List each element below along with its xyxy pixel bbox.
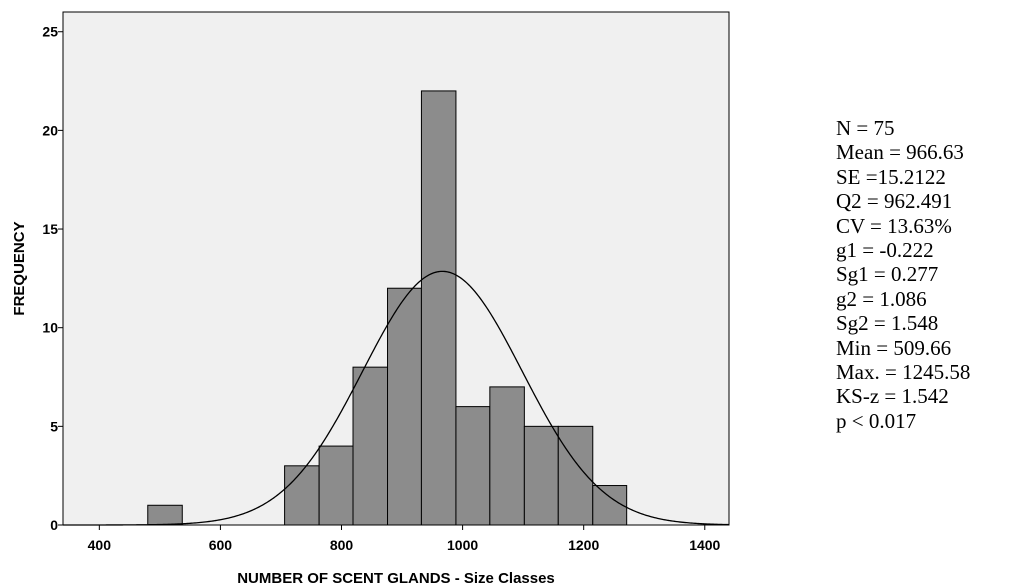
x-tick-label: 800 xyxy=(330,537,354,553)
histogram-bar xyxy=(592,485,628,526)
histogram-bar xyxy=(455,406,491,526)
x-tick-label: 1200 xyxy=(568,537,599,553)
histogram-bar xyxy=(147,504,183,526)
stat-p: p < 0.017 xyxy=(836,408,917,433)
stat-q2: Q2 = 962.491 xyxy=(836,189,953,214)
stat-n: N = 75 xyxy=(836,116,895,140)
stat-g1: g1 = -0.222 xyxy=(836,238,934,263)
y-tick-label: 5 xyxy=(50,418,58,434)
stat-g2: g2 = 1.086 xyxy=(836,286,927,311)
stat-se: SE =15.2122 xyxy=(836,164,946,189)
x-tick-label: 400 xyxy=(88,537,112,553)
plot-frame xyxy=(62,11,730,526)
histogram-bar xyxy=(387,287,422,526)
stat-sg2: Sg2 = 1.548 xyxy=(836,311,939,336)
stat-mean: Mean = 966.63 xyxy=(836,140,964,165)
y-tick-label: 10 xyxy=(42,320,58,336)
y-tick-label: 15 xyxy=(42,221,58,237)
x-tick-label: 1000 xyxy=(447,537,478,553)
histogram-bar xyxy=(318,445,354,526)
statistics-panel: N = 75 Mean = 966.63 SE =15.2122 Q2 = 96… xyxy=(836,116,970,433)
histogram-bar xyxy=(352,366,389,526)
stat-sg1: Sg1 = 0.277 xyxy=(836,262,939,287)
normal-curve xyxy=(63,270,730,526)
y-tick-label: 20 xyxy=(42,122,58,138)
histogram-bar xyxy=(420,90,457,526)
histogram-bar xyxy=(284,465,320,526)
stat-ks-z: KS-z = 1.542 xyxy=(836,384,949,409)
stat-max: Max. = 1245.58 xyxy=(836,360,971,385)
histogram-bar xyxy=(489,386,525,526)
histogram-bar xyxy=(523,425,559,526)
y-tick-label: 25 xyxy=(42,24,58,40)
y-tick-label: 0 xyxy=(50,517,58,533)
x-axis-title: NUMBER OF SCENT GLANDS - Size Classes xyxy=(237,570,555,587)
x-tick-label: 600 xyxy=(209,537,233,553)
x-tick-label: 1400 xyxy=(689,537,720,553)
stat-cv: CV = 13.63% xyxy=(836,213,952,238)
stat-min: Min = 509.66 xyxy=(836,335,952,360)
y-axis-title: FREQUENCY xyxy=(11,221,28,315)
